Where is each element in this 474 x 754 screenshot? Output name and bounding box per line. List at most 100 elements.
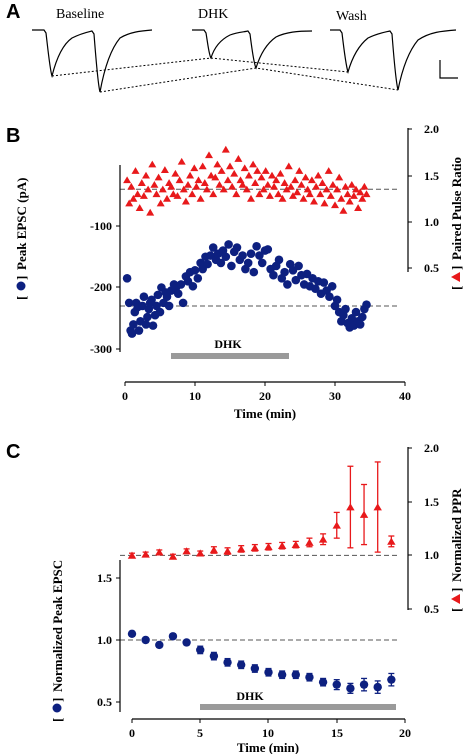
ppr-point	[150, 181, 159, 188]
ppr-point	[133, 190, 142, 198]
c-left-y-ticks: 1.5 1.0 0.5	[97, 571, 120, 709]
epsc-point	[351, 307, 361, 317]
ppr-point	[282, 185, 291, 193]
ppr-point	[261, 167, 270, 174]
epsc-point	[227, 261, 236, 271]
ppr-point	[127, 182, 136, 190]
epsc-point	[127, 329, 137, 338]
epsc-point	[318, 677, 328, 687]
epsc-point	[319, 278, 329, 287]
c-x-axis-title: Time (min)	[237, 740, 299, 754]
b-x-ticks: 0 10 20 30 40	[122, 382, 411, 403]
b-left-title-text: Peak EPSC (pA)	[14, 178, 29, 270]
epsc-point	[263, 245, 273, 254]
c-x-ticks: 0 5 10 15 20	[129, 719, 411, 740]
ppr-point	[332, 521, 341, 529]
ppr-point	[356, 188, 365, 196]
ppr-point	[190, 164, 199, 172]
epsc-point	[134, 326, 144, 335]
ppr-point	[209, 546, 219, 554]
c-right-y-ticks: 2.0 1.5 1.0 0.5	[408, 441, 439, 616]
epsc-point	[176, 280, 186, 289]
epsc-point	[277, 670, 287, 679]
ppr-point	[373, 503, 382, 511]
ppr-point	[360, 182, 369, 190]
ppr-point	[318, 535, 328, 543]
epsc-point	[325, 292, 334, 302]
ppr-point	[242, 185, 251, 193]
ppr-point	[251, 179, 260, 186]
epsc-point	[196, 645, 205, 655]
epsc-point	[250, 664, 260, 673]
ppr-point	[186, 171, 195, 179]
ppr-point	[188, 190, 197, 198]
ppr-point	[347, 181, 356, 188]
epsc-point	[208, 243, 218, 252]
c-right-tick-label: 2.0	[424, 441, 439, 455]
ppr-point	[335, 173, 344, 181]
epsc-point	[173, 289, 183, 298]
epsc-point	[143, 312, 152, 322]
ppr-point	[255, 190, 264, 198]
ppr-point	[238, 181, 247, 188]
epsc-point	[147, 295, 156, 305]
epsc-point	[255, 251, 264, 260]
ppr-point	[299, 194, 308, 202]
c-x-tick-label: 15	[331, 726, 343, 740]
ppr-point	[286, 182, 295, 190]
epsc-point	[359, 680, 369, 689]
ppr-point	[358, 194, 367, 202]
epsc-point	[122, 273, 132, 283]
ppr-point	[173, 192, 182, 199]
ppr-point	[213, 160, 222, 168]
c-right-tick-label: 1.0	[424, 548, 439, 562]
epsc-point	[332, 295, 342, 305]
epsc-point	[203, 259, 212, 269]
c-right-y-title: [ ] Normalized PPR	[449, 488, 464, 612]
ppr-point	[263, 181, 272, 188]
epsc-point	[358, 312, 367, 322]
c-x-tick-label: 0	[129, 726, 135, 740]
epsc-point	[269, 270, 278, 280]
ppr-point	[318, 179, 327, 186]
b-right-y-title: [ ] Paired Pulse Ratio	[449, 157, 464, 290]
epsc-point	[155, 640, 164, 650]
ppr-point	[324, 167, 333, 174]
ppr-point	[184, 181, 192, 188]
ppr-point	[265, 192, 274, 199]
ppr-point	[207, 171, 216, 179]
b-x-tick-label: 10	[189, 389, 201, 403]
b-left-tick-label: -200	[90, 280, 112, 294]
ppr-point	[228, 182, 237, 190]
b-right-tick-label: 1.5	[424, 169, 439, 183]
b-x-axis-title: Time (min)	[234, 406, 296, 421]
ppr-point	[387, 537, 396, 545]
ppr-point	[301, 173, 310, 181]
b-left-tick-label: -100	[90, 219, 112, 233]
ppr-point	[328, 181, 337, 188]
ppr-point	[322, 185, 331, 193]
epsc-point	[311, 284, 320, 294]
ppr-point	[362, 190, 371, 198]
ppr-point	[276, 169, 285, 177]
c-left-title-text: Normalized Peak EPSC	[50, 560, 65, 692]
epsc-point	[264, 668, 273, 677]
wash-label: Wash	[336, 9, 367, 24]
ppr-point	[177, 157, 186, 165]
ppr-point	[305, 538, 314, 546]
ppr-point	[234, 155, 243, 162]
ppr-point	[158, 185, 167, 193]
ppr-point	[131, 167, 140, 174]
ppr-point	[259, 185, 268, 193]
epsc-point	[249, 267, 259, 277]
epsc-point	[141, 320, 151, 329]
ppr-point	[219, 185, 228, 193]
ppr-point	[249, 160, 258, 168]
epsc-point	[216, 258, 226, 268]
c-left-tick-label: 1.5	[97, 571, 112, 585]
epsc-point	[209, 651, 219, 661]
ppr-point	[182, 547, 191, 555]
epsc-point	[243, 258, 253, 268]
ppr-point	[268, 171, 276, 179]
ppr-point	[223, 547, 232, 555]
